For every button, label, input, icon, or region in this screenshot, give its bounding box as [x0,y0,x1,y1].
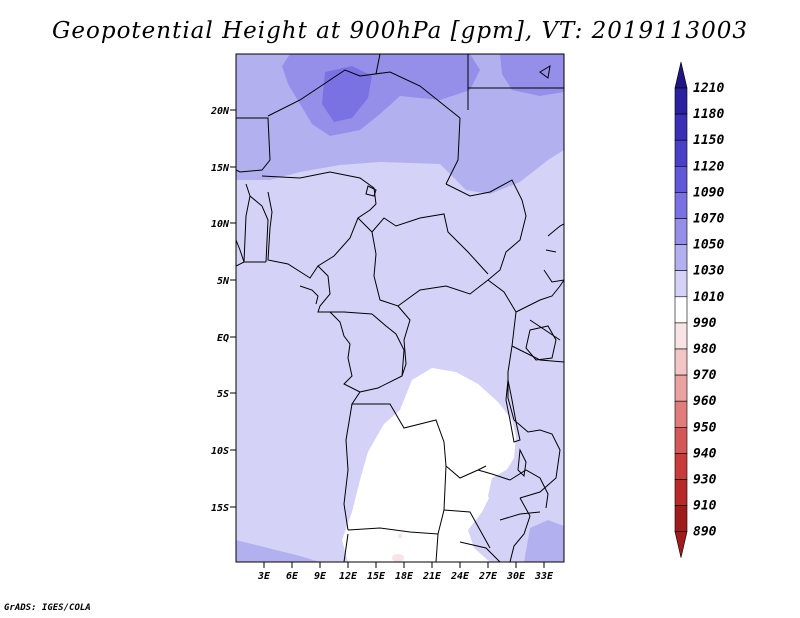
colorbar-label: 1210 [693,81,724,96]
lat-label-15n: 15N [211,163,230,174]
chart-title: Geopotential Height at 900hPa [gpm], VT:… [52,18,748,44]
colorbar-segment [674,322,688,350]
colorbar-label: 1030 [693,264,724,279]
lon-label-6e: 6E [286,571,299,582]
field-980-990-dot [398,534,402,538]
colorbar: 1210 1180 1150 1120 1090 1070 1050 1030 1010 990 9… [674,61,724,558]
lat-label-5n: 5N [217,276,230,287]
colorbar-label: 960 [693,394,717,409]
field-1030-south-east [524,520,564,562]
colorbar-segment [674,479,688,506]
field-990-1010 [342,368,516,562]
colorbar-segment [674,348,688,376]
colorbar-segment [674,113,688,141]
colorbar-segment [674,296,688,324]
lon-ticks [263,562,545,568]
colorbar-label: 1010 [693,290,724,305]
lon-label-3e: 3E [257,571,271,582]
colorbar-label: 1090 [693,185,724,200]
lon-label-27e: 27E [478,571,498,582]
lat-label-10s: 10S [211,446,229,457]
field-1010-pocket [488,470,524,518]
map-frame [235,53,565,563]
colorbar-label: 940 [693,446,717,461]
colorbar-segment [674,453,688,480]
colorbar-segment [674,166,688,193]
lat-labels: 20N 15N 10N 5N EQ 5S 10S 15S [210,106,230,514]
colorbar-label: 1180 [693,107,724,122]
lon-label-33e: 33E [534,571,554,582]
map-panel [236,54,564,562]
lon-label-30e: 30E [506,571,526,582]
colorbar-segment [674,244,688,272]
field-1070-1090 [322,66,372,122]
lon-label-12e: 12E [339,571,358,582]
colorbar-segment [674,426,688,454]
colorbar-label: 1050 [693,238,724,253]
field-1030-south-west [236,540,320,562]
field-1050-1070-east [500,54,564,96]
colorbar-segment [674,270,688,298]
colorbar-label: 970 [693,368,717,383]
colorbar-label: 890 [693,525,717,540]
colorbar-segment [674,400,688,428]
colorbar-label: 930 [693,473,717,488]
lon-label-9e: 9E [314,571,327,582]
lat-ticks [230,109,236,508]
lat-label-5s: 5S [217,389,229,400]
lat-label-20n: 20N [210,106,230,117]
lat-label-15s: 15S [211,503,229,514]
lat-label-eq: EQ [217,333,229,344]
grads-credit: GrADS: IGES/COLA [4,603,91,613]
colorbar-segment [674,87,688,115]
colorbar-label: 950 [693,420,717,435]
lat-label-10n: 10N [211,219,230,230]
lon-label-15e: 15E [367,571,386,582]
colorbar-segment [674,139,688,167]
colorbar-segment [674,192,688,219]
colorbar-segment [674,505,688,533]
lon-labels: 3E 6E 9E 12E 15E 18E 21E 24E 27E 30E 33E [257,571,554,582]
lon-label-18e: 18E [395,571,414,582]
colorbar-label: 1070 [693,212,724,227]
colorbar-label: 1120 [693,159,724,174]
colorbar-top-arrow [674,61,688,89]
colorbar-bottom-arrow [674,531,688,558]
political-boundaries [236,54,564,562]
colorbar-label: 1150 [693,133,724,148]
lon-label-24e: 24E [450,571,470,582]
colorbar-label: 910 [693,499,717,514]
field-980-990-spot [392,554,404,562]
lon-label-21e: 21E [422,571,442,582]
colorbar-label: 990 [693,316,717,331]
colorbar-segment [674,218,688,245]
colorbar-segment [674,374,688,402]
colorbar-label: 980 [693,342,717,357]
